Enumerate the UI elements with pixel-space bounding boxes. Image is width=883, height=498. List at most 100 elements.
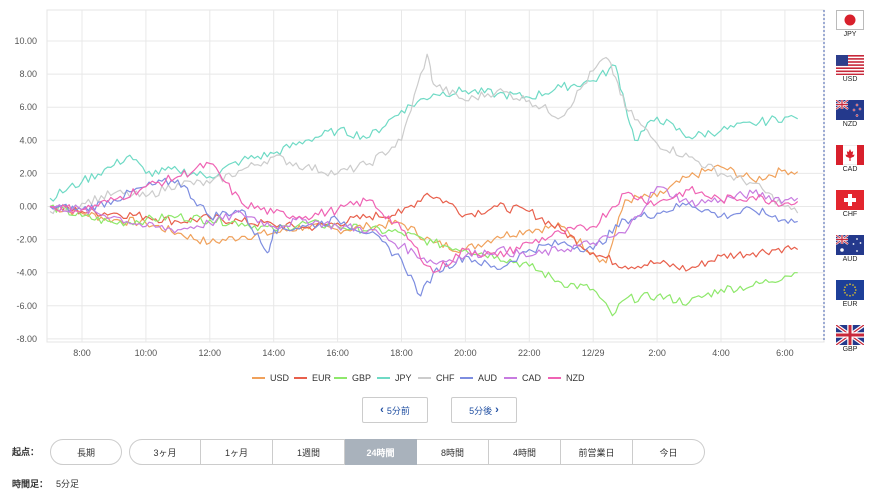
flag-item-gbp[interactable]: GBP: [825, 325, 875, 369]
legend-swatch: [548, 377, 561, 379]
prev-5min-label: 5分前: [386, 405, 410, 416]
flag-label: JPY: [843, 31, 857, 38]
legend-swatch: [294, 377, 307, 379]
flag-item-nzd[interactable]: NZD: [825, 100, 875, 144]
series-line-cad: [49, 186, 799, 265]
period-4h-button[interactable]: 4時間: [489, 439, 561, 465]
period-label: 起点：: [12, 447, 40, 457]
x-tick-label: 6:00: [776, 348, 794, 358]
bar-interval-label: 時間足：: [12, 479, 49, 489]
legend-item-jpy[interactable]: JPY: [377, 371, 412, 385]
y-tick-label: 8.00: [19, 69, 37, 79]
series-line-aud: [49, 177, 798, 297]
legend-label: AUD: [478, 373, 498, 383]
series-line-chf: [49, 53, 799, 215]
chart-legend: USD EUR GBP JPY CHF AUD CAD NZD: [0, 371, 825, 385]
legend-label: USD: [270, 373, 290, 383]
period-long-label: 長期: [76, 447, 95, 458]
legend-item-cad[interactable]: CAD: [504, 371, 541, 385]
period-1m-button[interactable]: 1ヶ月: [201, 439, 273, 465]
period-24h-button[interactable]: 24時間: [345, 439, 417, 465]
legend-swatch: [334, 377, 347, 379]
period-8h-label: 8時間: [440, 447, 464, 458]
period-1w-label: 1週間: [296, 447, 320, 458]
y-tick-label: -4.00: [16, 268, 37, 278]
chevron-right-icon: ›: [495, 404, 499, 416]
flag-label: CHF: [842, 211, 858, 218]
period-8h-button[interactable]: 8時間: [417, 439, 489, 465]
legend-item-nzd[interactable]: NZD: [548, 371, 585, 385]
legend-swatch: [460, 377, 473, 379]
y-tick-label: -8.00: [16, 334, 37, 344]
uk-flag-icon: [836, 325, 864, 345]
flag-item-eur[interactable]: EUR: [825, 280, 875, 324]
y-tick-label: 2.00: [19, 168, 37, 178]
legend-item-gbp[interactable]: GBP: [334, 371, 371, 385]
x-tick-label: 12/29: [582, 348, 605, 358]
x-tick-label: 18:00: [390, 348, 413, 358]
japan-flag-icon: [836, 10, 864, 30]
period-prev-day-button[interactable]: 前営業日: [561, 439, 633, 465]
flag-item-jpy[interactable]: JPY: [825, 10, 875, 54]
period-4h-label: 4時間: [512, 447, 536, 458]
legend-label: NZD: [566, 373, 585, 383]
next-5min-button[interactable]: 5分後 ›: [451, 397, 517, 423]
chart-series: [49, 53, 799, 317]
period-1w-button[interactable]: 1週間: [273, 439, 345, 465]
legend-item-chf[interactable]: CHF: [418, 371, 455, 385]
currency-strength-chart: 10.00 8.00 6.00 4.00 2.00 0.00 -2.00 -4.00 -6.00…: [14, 9, 825, 358]
period-today-button[interactable]: 今日: [633, 439, 705, 465]
y-tick-label: 6.00: [19, 102, 37, 112]
legend-swatch: [418, 377, 431, 379]
period-3m-label: 3ヶ月: [153, 447, 177, 458]
period-selector: 起点： 長期 3ヶ月 1ヶ月 1週間 24時間 8時間 4時間 前営業日 今日: [0, 439, 883, 465]
flag-label: EUR: [842, 301, 858, 308]
chevron-left-icon: ‹: [380, 404, 384, 416]
legend-item-usd[interactable]: USD: [252, 371, 289, 385]
period-prev-day-label: 前営業日: [578, 447, 615, 458]
legend-label: JPY: [395, 373, 412, 383]
x-tick-label: 4:00: [712, 348, 730, 358]
canada-flag-icon: [836, 145, 864, 165]
flag-item-usd[interactable]: USD: [825, 55, 875, 99]
x-tick-label: 14:00: [262, 348, 285, 358]
australia-flag-icon: [836, 235, 864, 255]
series-line-eur: [49, 192, 799, 272]
legend-item-aud[interactable]: AUD: [460, 371, 497, 385]
period-24h-label: 24時間: [366, 447, 395, 458]
y-tick-label: 0.00: [19, 202, 37, 212]
x-tick-label: 20:00: [454, 348, 477, 358]
plot-frame: [46, 9, 825, 343]
period-3m-button[interactable]: 3ヶ月: [129, 439, 201, 465]
series-line-nzd: [49, 161, 799, 274]
period-long-button[interactable]: 長期: [50, 439, 122, 465]
legend-item-eur[interactable]: EUR: [294, 371, 331, 385]
flag-label: CAD: [842, 166, 858, 173]
flag-label: NZD: [842, 121, 858, 128]
currency-flag-panel: JPY USD NZD CA: [825, 10, 877, 362]
x-tick-label: 2:00: [648, 348, 666, 358]
legend-swatch: [377, 377, 390, 379]
flag-label: USD: [842, 76, 858, 83]
flag-item-chf[interactable]: CHF: [825, 190, 875, 234]
new-zealand-flag-icon: [836, 100, 864, 120]
bar-interval-value: 5分足: [56, 479, 80, 489]
x-axis-ticks: 8:00 10:00 12:00 14:00 16:00 18:00 20:00 22:00 1…: [73, 348, 793, 358]
x-tick-label: 22:00: [518, 348, 541, 358]
legend-label: GBP: [352, 373, 372, 383]
bar-interval: 時間足： 5分足: [12, 477, 79, 490]
legend-swatch: [252, 377, 265, 379]
x-tick-label: 10:00: [135, 348, 158, 358]
flag-item-aud[interactable]: AUD: [825, 235, 875, 279]
y-tick-label: -6.00: [16, 301, 37, 311]
x-tick-label: 8:00: [73, 348, 91, 358]
series-line-gbp: [49, 204, 798, 317]
flag-item-cad[interactable]: CAD: [825, 145, 875, 189]
y-tick-label: 10.00: [14, 36, 37, 46]
y-tick-label: -2.00: [16, 235, 37, 245]
legend-label: CHF: [436, 373, 455, 383]
us-flag-icon: [836, 55, 864, 75]
swiss-flag-icon: [836, 190, 864, 210]
prev-5min-button[interactable]: ‹ 5分前: [362, 397, 428, 423]
legend-label: CAD: [522, 373, 542, 383]
